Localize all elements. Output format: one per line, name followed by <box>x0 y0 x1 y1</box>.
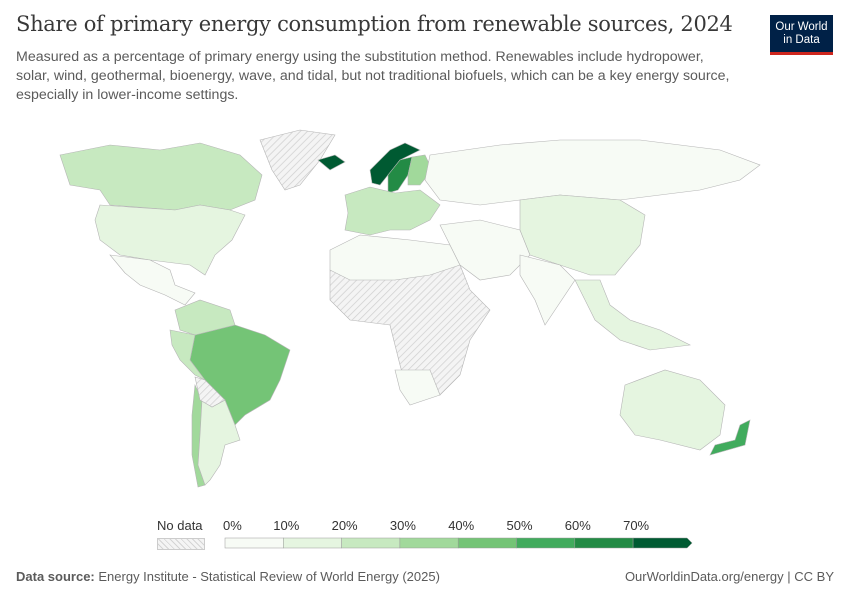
chart-subtitle: Measured as a percentage of primary ener… <box>16 49 730 103</box>
country-bolivia[interactable] <box>194 376 226 408</box>
country-canada[interactable] <box>59 142 263 211</box>
source-text: Energy Institute - Statistical Review of… <box>98 569 440 584</box>
legend-bin-6[interactable] <box>574 537 634 549</box>
country-greenland[interactable] <box>259 129 336 191</box>
legend-tick: 0% <box>223 518 242 533</box>
legend-bin-0[interactable] <box>224 537 284 549</box>
country-australia[interactable] <box>619 369 726 451</box>
source-label: Data source: <box>16 569 95 584</box>
country-africa[interactable] <box>329 264 491 401</box>
legend-bin-7[interactable] <box>632 537 693 549</box>
legend-tick: 50% <box>506 518 533 533</box>
legend-no-data-swatch <box>157 538 205 550</box>
legend-tick: 70% <box>623 518 650 533</box>
country-mexico[interactable] <box>109 254 196 306</box>
country-middle-east[interactable] <box>439 219 531 281</box>
legend-tick: 20% <box>331 518 358 533</box>
legend-bin-3[interactable] <box>399 537 459 549</box>
world-map[interactable] <box>0 120 850 510</box>
country-russia[interactable] <box>424 139 761 206</box>
country-colombia-venezuela[interactable] <box>174 299 236 336</box>
country-southeast-asia[interactable] <box>574 279 692 351</box>
legend-tick: 40% <box>448 518 475 533</box>
footer-source: Data source: Energy Institute - Statisti… <box>16 569 440 584</box>
legend-bin-5[interactable] <box>516 537 576 549</box>
chart-title: Share of primary energy consumption from… <box>16 12 733 36</box>
country-new-zealand[interactable] <box>709 419 751 456</box>
country-south-africa[interactable] <box>394 369 441 406</box>
country-western-europe[interactable] <box>344 186 441 236</box>
legend-tick: 30% <box>389 518 416 533</box>
legend-tick: 60% <box>564 518 591 533</box>
legend-bin-2[interactable] <box>341 537 401 549</box>
country-peru[interactable] <box>169 329 206 381</box>
footer-link[interactable]: OurWorldinData.org/energy | CC BY <box>624 569 834 584</box>
country-china[interactable] <box>519 194 646 276</box>
legend-bin-1[interactable] <box>283 537 342 549</box>
owid-logo[interactable]: Our World in Data <box>770 15 833 55</box>
legend-no-data-label: No data <box>157 518 203 533</box>
country-india[interactable] <box>519 254 576 326</box>
legend: No data 0% 10% 20% 30% 40% 50% 60% 70% <box>150 514 710 554</box>
legend-tick: 10% <box>273 518 300 533</box>
country-united-states[interactable] <box>94 204 246 276</box>
legend-bin-4[interactable] <box>457 537 517 549</box>
country-iceland[interactable] <box>317 154 346 171</box>
country-north-africa[interactable] <box>329 234 461 281</box>
